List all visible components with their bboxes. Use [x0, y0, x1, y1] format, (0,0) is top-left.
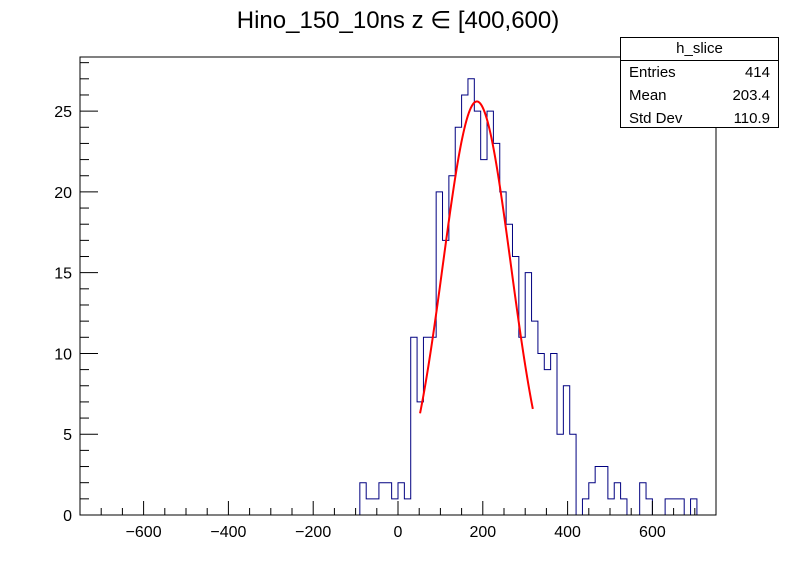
x-tick-label: 600: [639, 524, 666, 541]
y-tick-label: 10: [54, 346, 72, 363]
stats-row-stddev: Std Dev 110.9: [621, 107, 778, 130]
x-tick-label: 400: [554, 524, 581, 541]
stats-row-entries: Entries 414: [621, 61, 778, 84]
x-tick-label: 0: [394, 524, 403, 541]
x-tick-label: −400: [210, 524, 246, 541]
stats-value: 110.9: [733, 110, 770, 127]
stats-value: 203.4: [732, 87, 770, 104]
stats-title: h_slice: [621, 38, 778, 61]
stats-label: Entries: [629, 64, 676, 81]
y-tick-label: 0: [63, 508, 72, 525]
x-tick-label: −200: [295, 524, 331, 541]
y-tick-label: 25: [54, 104, 72, 121]
stats-value: 414: [744, 64, 770, 81]
stats-box: h_slice Entries 414 Mean 203.4 Std Dev 1…: [620, 37, 779, 128]
y-tick-label: 15: [54, 266, 72, 283]
histogram-outline: [80, 78, 716, 516]
stats-label: Std Dev: [629, 110, 683, 127]
stats-label: Mean: [629, 87, 667, 104]
x-tick-label: 200: [469, 524, 496, 541]
y-tick-label: 20: [54, 185, 72, 202]
x-tick-label: −600: [126, 524, 162, 541]
chart-title: Hino_150_10ns z ∈ [400,600): [236, 7, 560, 34]
fit-curve: [419, 100, 534, 414]
y-tick-label: 5: [63, 427, 72, 444]
stats-row-mean: Mean 203.4: [621, 84, 778, 107]
